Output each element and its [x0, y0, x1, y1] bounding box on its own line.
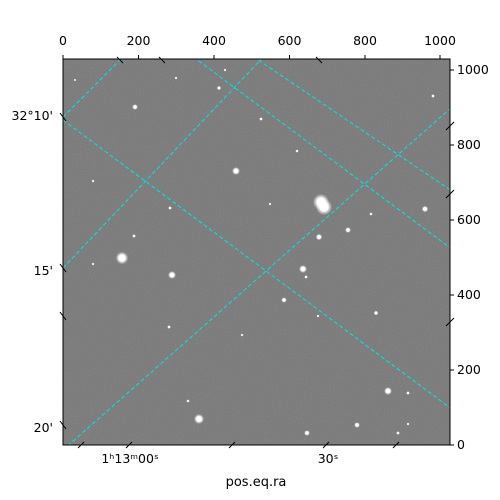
star	[423, 207, 427, 211]
top-ra-tick	[158, 56, 166, 64]
star	[385, 388, 391, 394]
right-dec-tick	[445, 317, 455, 327]
grid-line	[255, 59, 450, 191]
bottom-ra-tick	[392, 441, 400, 449]
star	[217, 86, 221, 90]
grid-line	[63, 119, 450, 409]
top-tick-label: 1000	[424, 33, 456, 48]
top-tick-label: 800	[353, 33, 377, 48]
star	[169, 207, 171, 209]
right-tick-label: 0	[457, 436, 465, 452]
star-field	[73, 68, 435, 436]
top-ra-tick	[116, 56, 124, 64]
star	[317, 315, 319, 317]
left-dec-tick	[59, 112, 67, 122]
star	[346, 228, 350, 232]
star	[118, 254, 126, 262]
star	[407, 423, 409, 425]
star	[282, 298, 286, 302]
left-dec-tick	[59, 263, 67, 273]
grid-line	[67, 108, 450, 445]
star	[305, 276, 307, 278]
top-tick-label: 0	[59, 33, 67, 48]
star	[92, 180, 94, 182]
sky-image	[63, 59, 450, 445]
star	[168, 326, 170, 328]
bottom-ra-label: 1ʰ13ᵐ00ˢ	[101, 451, 159, 466]
left-dec-label: 15'	[33, 262, 53, 278]
star	[169, 272, 175, 278]
star	[407, 392, 409, 394]
star	[305, 431, 309, 435]
star	[374, 311, 378, 315]
axis-ticks	[59, 55, 455, 449]
x-axis-label: pos.eq.ra	[225, 475, 287, 490]
star	[355, 423, 359, 427]
star	[260, 118, 262, 120]
star	[319, 202, 329, 212]
right-tick-label: 800	[457, 136, 481, 152]
star	[296, 150, 298, 152]
star	[241, 334, 243, 336]
top-tick-label: 200	[126, 33, 151, 48]
left-dec-tick	[59, 311, 67, 321]
right-tick-label: 400	[457, 286, 481, 302]
star	[370, 213, 372, 215]
left-dec-tick	[59, 420, 67, 430]
right-tick-label: 200	[457, 361, 481, 377]
left-dec-label: 20'	[33, 419, 53, 435]
star	[317, 235, 321, 239]
bottom-ra-label: 30ˢ	[317, 451, 339, 466]
top-ra-tick	[315, 56, 323, 64]
star	[74, 79, 76, 81]
bottom-ra-tick	[125, 441, 133, 449]
star	[196, 416, 202, 422]
plot-frame	[62, 58, 451, 446]
top-tick-label: 600	[277, 33, 302, 48]
star	[269, 203, 271, 205]
star	[397, 432, 399, 434]
coordinate-grid	[63, 59, 450, 445]
star	[187, 400, 189, 402]
star	[233, 168, 239, 174]
right-tick-label: 600	[457, 211, 481, 227]
star	[224, 69, 226, 71]
star	[175, 77, 177, 79]
star	[133, 105, 137, 109]
right-dec-tick	[445, 121, 455, 131]
bottom-ra-tick	[77, 441, 85, 449]
left-dec-label: 32°10'	[11, 107, 54, 123]
right-tick-label: 1000	[457, 61, 489, 77]
grid-line	[63, 59, 122, 118]
star	[300, 266, 306, 272]
star	[133, 235, 135, 237]
top-tick-label: 400	[202, 33, 226, 48]
bottom-ra-tick	[228, 441, 236, 449]
bottom-ra-tick	[322, 441, 330, 449]
right-dec-tick	[445, 189, 455, 199]
star	[432, 95, 434, 97]
star	[92, 263, 94, 265]
